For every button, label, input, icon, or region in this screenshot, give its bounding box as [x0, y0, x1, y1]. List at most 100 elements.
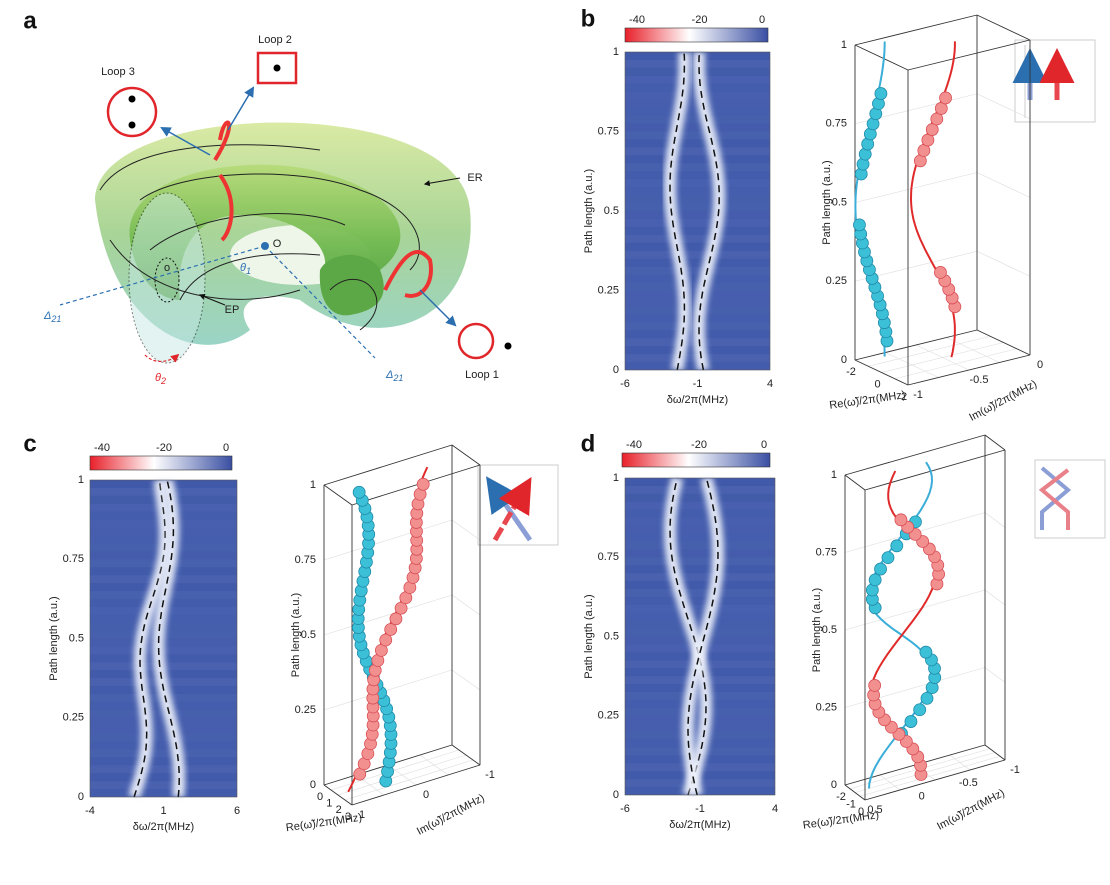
red-measured-point	[934, 266, 947, 279]
colorbar-tick-label: 0	[759, 14, 765, 26]
blue-measured-point	[890, 539, 904, 553]
box-edge	[451, 744, 481, 766]
grid-line	[323, 669, 453, 711]
box-edge	[323, 784, 353, 806]
heatmap-stripe	[90, 733, 237, 742]
re-tick-label: -1	[846, 798, 856, 810]
box-edge	[907, 39, 1031, 71]
colorbar-tick-label: -20	[692, 14, 708, 26]
red-measured-point	[894, 513, 908, 527]
heatmap-frame	[89, 479, 238, 798]
colorbar-tick-label: 0	[223, 442, 229, 454]
x-axis-label: δω/2π(MHz)	[667, 394, 728, 406]
red-measured-point	[868, 679, 882, 692]
z-axis-label: Path length (a.u.)	[811, 588, 823, 672]
grid-line	[976, 93, 1031, 120]
blue-measured-point	[919, 645, 933, 659]
grid-line	[949, 754, 971, 771]
heatmap-stripe	[625, 107, 770, 116]
heatmap-stripe	[625, 203, 770, 211]
red-measured-point	[930, 112, 944, 126]
heatmap-stripe	[625, 612, 775, 621]
y-tick-label: 0.75	[63, 553, 84, 565]
grid-line	[868, 335, 991, 367]
y-tick-label: 0.25	[598, 284, 619, 296]
heatmap-stripe	[90, 757, 237, 766]
heatmap-stripe	[90, 725, 237, 734]
heatmap-stripe	[625, 509, 775, 518]
inset-c	[477, 464, 559, 546]
y-tick-label: 0.75	[598, 125, 619, 137]
y-tick-label: 0	[613, 789, 619, 801]
colorbar-tick-label: -40	[629, 14, 645, 26]
box-edge	[984, 744, 1006, 761]
heatmap-stripe	[625, 195, 770, 204]
red-measured-point	[379, 633, 393, 647]
box-edge	[854, 329, 978, 361]
grid-line	[946, 337, 1000, 363]
heatmap-stripe	[625, 179, 770, 188]
theta2-label-symbol: θ	[155, 372, 161, 384]
box-edge	[984, 434, 1006, 451]
heatmap-stripe	[625, 485, 775, 494]
re-tick-label: 0	[874, 378, 880, 390]
x-tick-label: 4	[767, 378, 773, 390]
z-tick-label: 0	[841, 354, 847, 366]
delta-label-sub: 21	[392, 373, 403, 383]
z-tick-label: 0.25	[826, 275, 847, 287]
grid-line	[844, 589, 986, 631]
box-edge	[844, 784, 866, 801]
im-tick-label: -0.5	[959, 777, 978, 789]
im-axis-label: Im(ω̃)/2π(MHz)	[935, 787, 1007, 833]
y-tick-label: 1	[78, 474, 84, 486]
heatmap-stripe	[625, 266, 770, 275]
im-tick-label: -1	[913, 389, 923, 401]
red-measured-point	[416, 477, 430, 491]
re-tick-label: -2	[836, 791, 846, 803]
red-measured-point	[394, 601, 408, 615]
heatmap-stripe	[625, 131, 770, 140]
z-tick-label: 1	[841, 39, 847, 51]
delta-label-symbol: Δ	[385, 369, 393, 381]
z-tick-label: 0.25	[816, 701, 837, 713]
box-edge	[351, 764, 481, 806]
theta1-label-symbol: θ	[240, 262, 246, 274]
er-label: ER	[467, 172, 482, 184]
heatmap-stripe	[625, 581, 775, 589]
heatmap-stripe	[625, 541, 775, 550]
heatmap-stripe	[625, 549, 775, 558]
z-tick-label: 0.75	[295, 554, 316, 566]
delta-label: Δ21	[385, 369, 403, 383]
colorbar	[624, 27, 769, 43]
inset-b	[1012, 39, 1096, 123]
heatmap-stripe	[90, 781, 237, 790]
re-tick-label: 0	[317, 791, 323, 803]
blue-measured-point	[853, 218, 866, 232]
re-tick-label: 1	[326, 798, 332, 810]
blue-measured-point	[913, 703, 927, 717]
box-edge	[976, 329, 1031, 356]
theta1-label: θ1	[240, 262, 251, 276]
heatmap-stripe	[625, 525, 775, 534]
loop-label: Loop 2	[258, 34, 292, 46]
grid-line	[984, 589, 1006, 606]
colorbar-tick-label: -20	[156, 442, 172, 454]
re-tick-label: 2	[901, 391, 907, 403]
grid-line	[844, 667, 986, 708]
heatmap-stripe	[625, 218, 770, 227]
x-tick-label: 4	[772, 803, 778, 815]
x-tick-label: -6	[620, 803, 630, 815]
y-tick-label: 0	[78, 791, 84, 803]
heatmap-stripe	[90, 789, 237, 797]
y-tick-label: 0.5	[604, 205, 619, 217]
heatmap-stripe	[90, 749, 237, 758]
re-tick-label: 0	[858, 806, 864, 818]
heatmap-stripe	[625, 588, 775, 597]
heatmap-stripe	[625, 123, 770, 132]
colorbar-tick-label: -40	[94, 442, 110, 454]
colorbar	[621, 452, 771, 468]
im-tick-label: 1	[359, 809, 365, 821]
z-axis-label: Path length (a.u.)	[290, 593, 302, 677]
grid-line	[451, 594, 481, 616]
colorbar	[89, 455, 233, 471]
